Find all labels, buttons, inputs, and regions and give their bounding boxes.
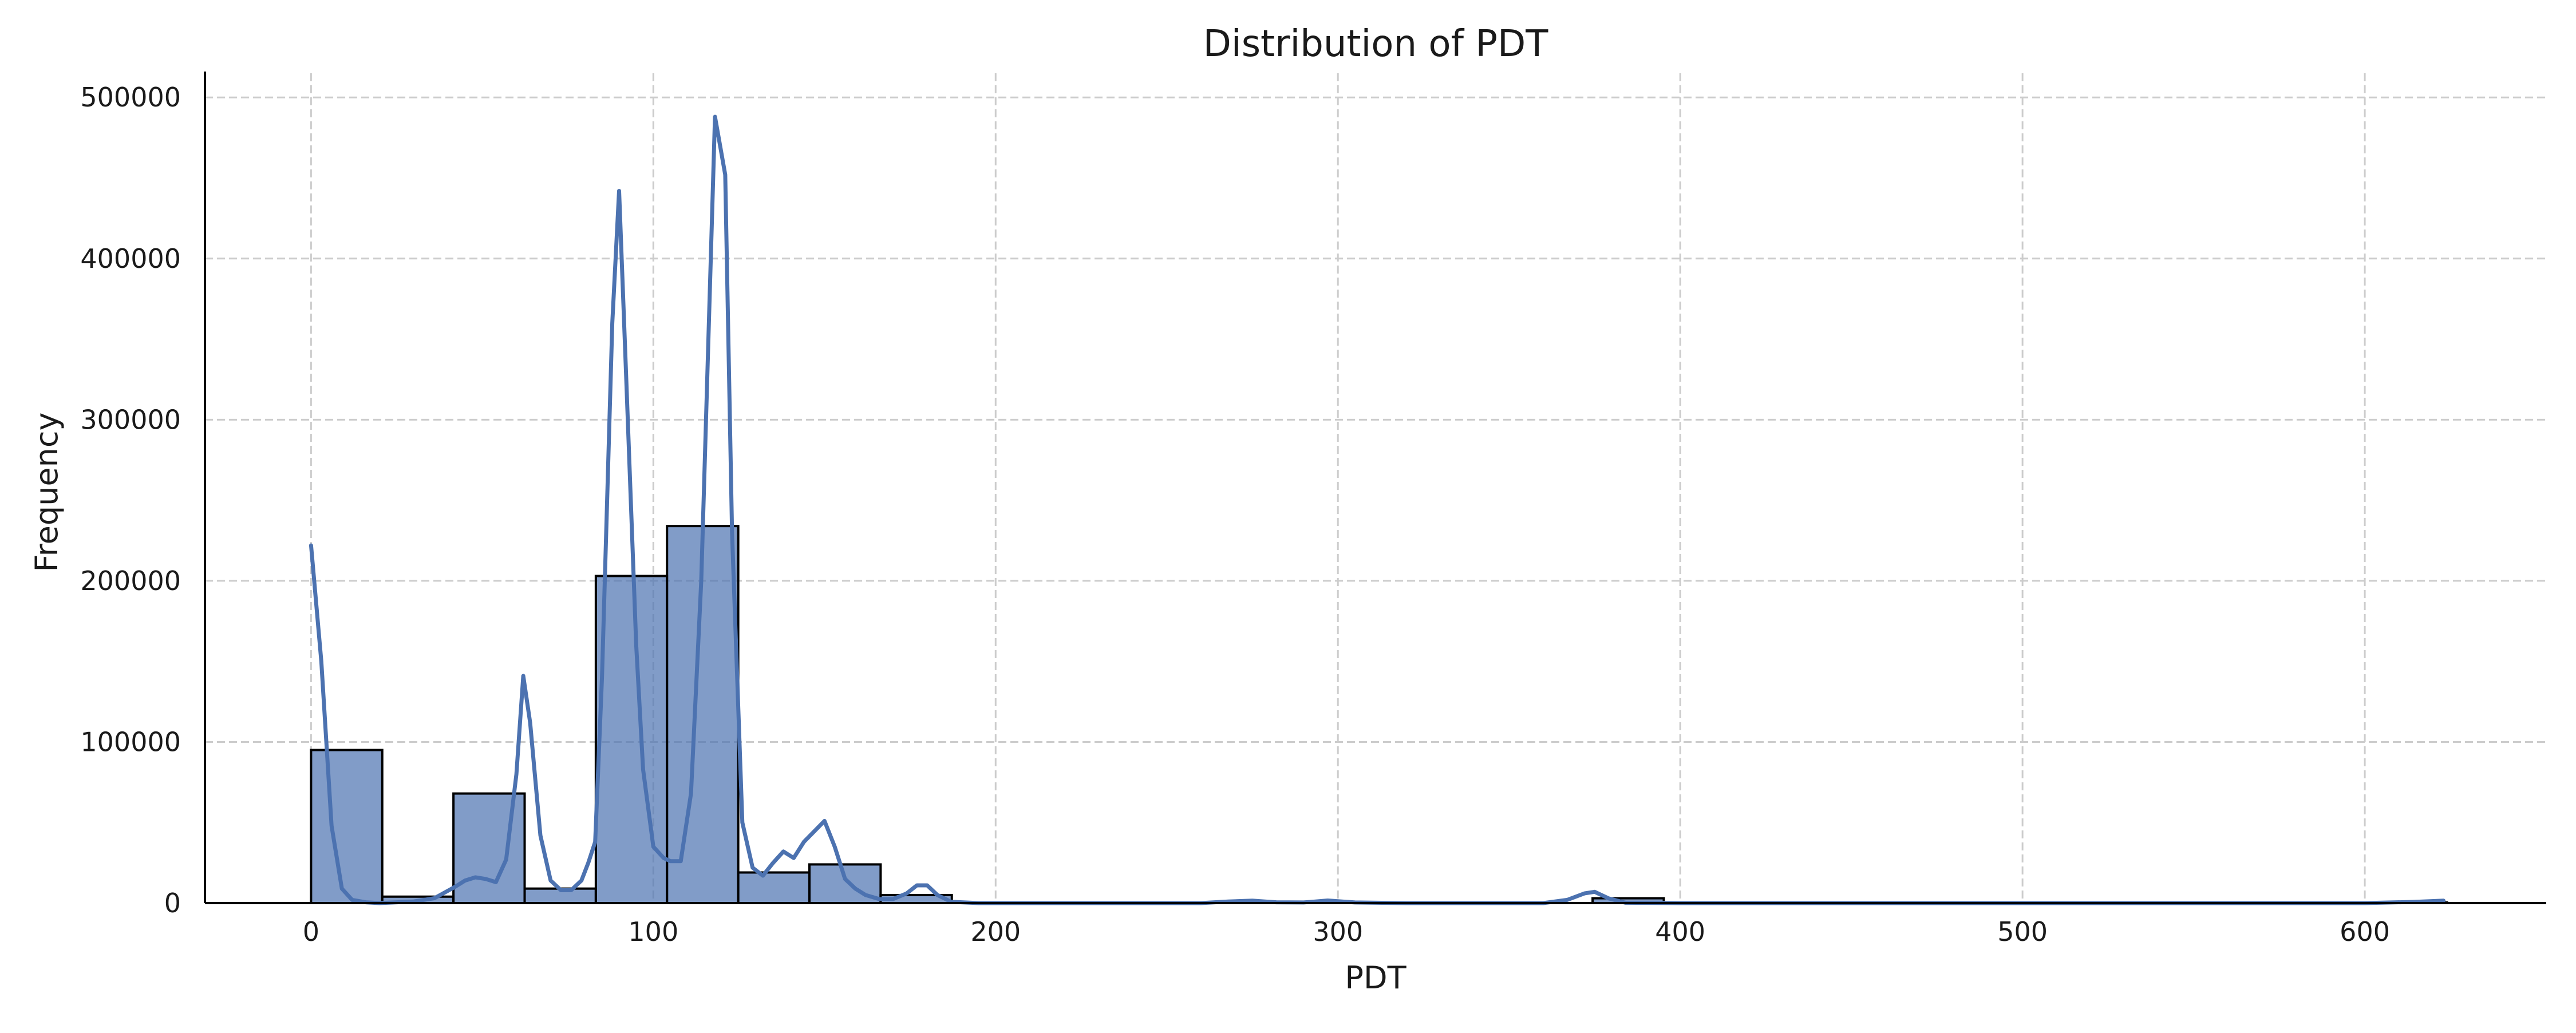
y-tick-label: 300000 — [80, 404, 181, 435]
x-tick-label: 400 — [1655, 916, 1705, 947]
x-tick-label: 300 — [1313, 916, 1363, 947]
y-tick-label: 100000 — [80, 726, 181, 757]
x-tick-label: 0 — [303, 916, 319, 947]
tick-labels: 0 100 200 300 400 500 600 0 100000 200000 300000 40… — [80, 82, 2390, 947]
x-tick-label: 200 — [970, 916, 1021, 947]
histogram-bar — [310, 749, 384, 905]
y-axis-label: Frequency — [29, 413, 65, 572]
axes — [204, 72, 2546, 904]
x-tick-label: 600 — [2340, 916, 2390, 947]
y-tick-label: 0 — [164, 888, 181, 919]
histogram-bars — [310, 525, 2448, 905]
histogram-bar — [594, 575, 669, 904]
y-tick-label: 200000 — [80, 565, 181, 596]
histogram-bar — [737, 871, 811, 905]
y-tick-label: 500000 — [80, 82, 181, 113]
y-tick-label: 400000 — [80, 243, 181, 274]
chart-title: Distribution of PDT — [1203, 23, 1549, 65]
x-axis-label: PDT — [1345, 960, 1406, 996]
x-tick-label: 500 — [1997, 916, 2048, 947]
x-tick-label: 100 — [628, 916, 678, 947]
grid-lines — [205, 73, 2546, 904]
